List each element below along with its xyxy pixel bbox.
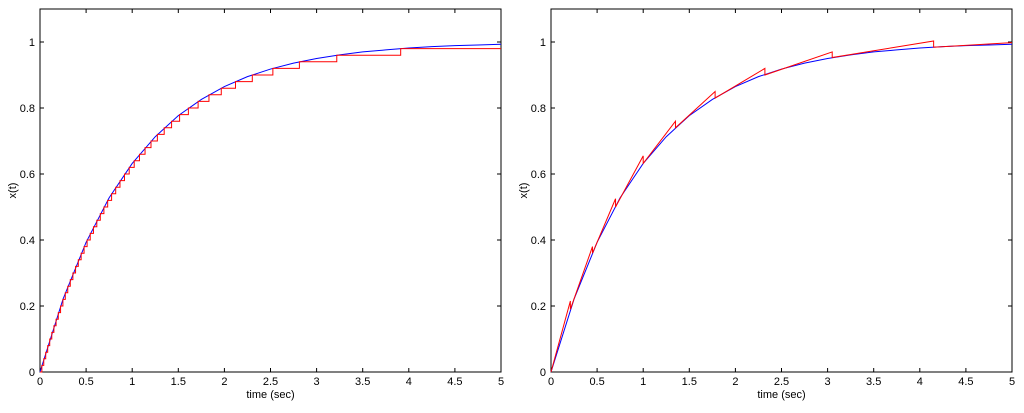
x-tick-label: 1 (129, 376, 135, 388)
data-line (550, 43, 1013, 373)
x-tick-label: 0 (548, 376, 554, 388)
data-line (39, 43, 502, 373)
x-tick-label: 3.5 (355, 376, 370, 388)
x-tick-label: 1.5 (682, 376, 697, 388)
x-tick-label: 4 (406, 376, 412, 388)
y-tick-label: 0.4 (531, 235, 546, 247)
x-tick-label: 5 (498, 376, 504, 388)
y-tick-label: 0.8 (20, 103, 35, 115)
x-tick-label: 4.5 (447, 376, 462, 388)
y-axis-label: x(t) (518, 183, 530, 199)
x-tick-label: 4.5 (958, 376, 973, 388)
y-axis-label: x(t) (7, 183, 19, 199)
y-tick-label: 0 (540, 367, 546, 379)
x-axis-label: time (sec) (757, 389, 805, 401)
data-line (40, 48, 501, 373)
x-tick-label: 3 (825, 376, 831, 388)
x-tick-label: 1.5 (171, 376, 186, 388)
y-tick-label: 0.4 (20, 235, 35, 247)
y-tick-label: 0.2 (20, 301, 35, 313)
x-tick-label: 0.5 (78, 376, 93, 388)
x-tick-label: 3.5 (866, 376, 881, 388)
data-line (550, 40, 1013, 373)
y-tick-label: 0.2 (531, 301, 546, 313)
x-tick-label: 5 (1009, 376, 1015, 388)
y-tick-label: 0.6 (20, 169, 35, 181)
x-axis-label: time (sec) (246, 389, 294, 401)
x-tick-label: 0 (37, 376, 43, 388)
x-tick-label: 2 (221, 376, 227, 388)
x-tick-label: 2.5 (263, 376, 278, 388)
x-tick-label: 2.5 (774, 376, 789, 388)
x-tick-label: 3 (314, 376, 320, 388)
y-tick-label: 1 (540, 37, 546, 49)
x-tick-label: 1 (640, 376, 646, 388)
x-tick-label: 4 (917, 376, 923, 388)
y-tick-label: 1 (29, 37, 35, 49)
plot-frame (550, 8, 1013, 373)
plot-frame (39, 8, 502, 373)
y-tick-label: 0 (29, 367, 35, 379)
y-tick-label: 0.8 (531, 103, 546, 115)
x-tick-label: 2 (732, 376, 738, 388)
x-tick-label: 0.5 (589, 376, 604, 388)
y-tick-label: 0.6 (531, 169, 546, 181)
